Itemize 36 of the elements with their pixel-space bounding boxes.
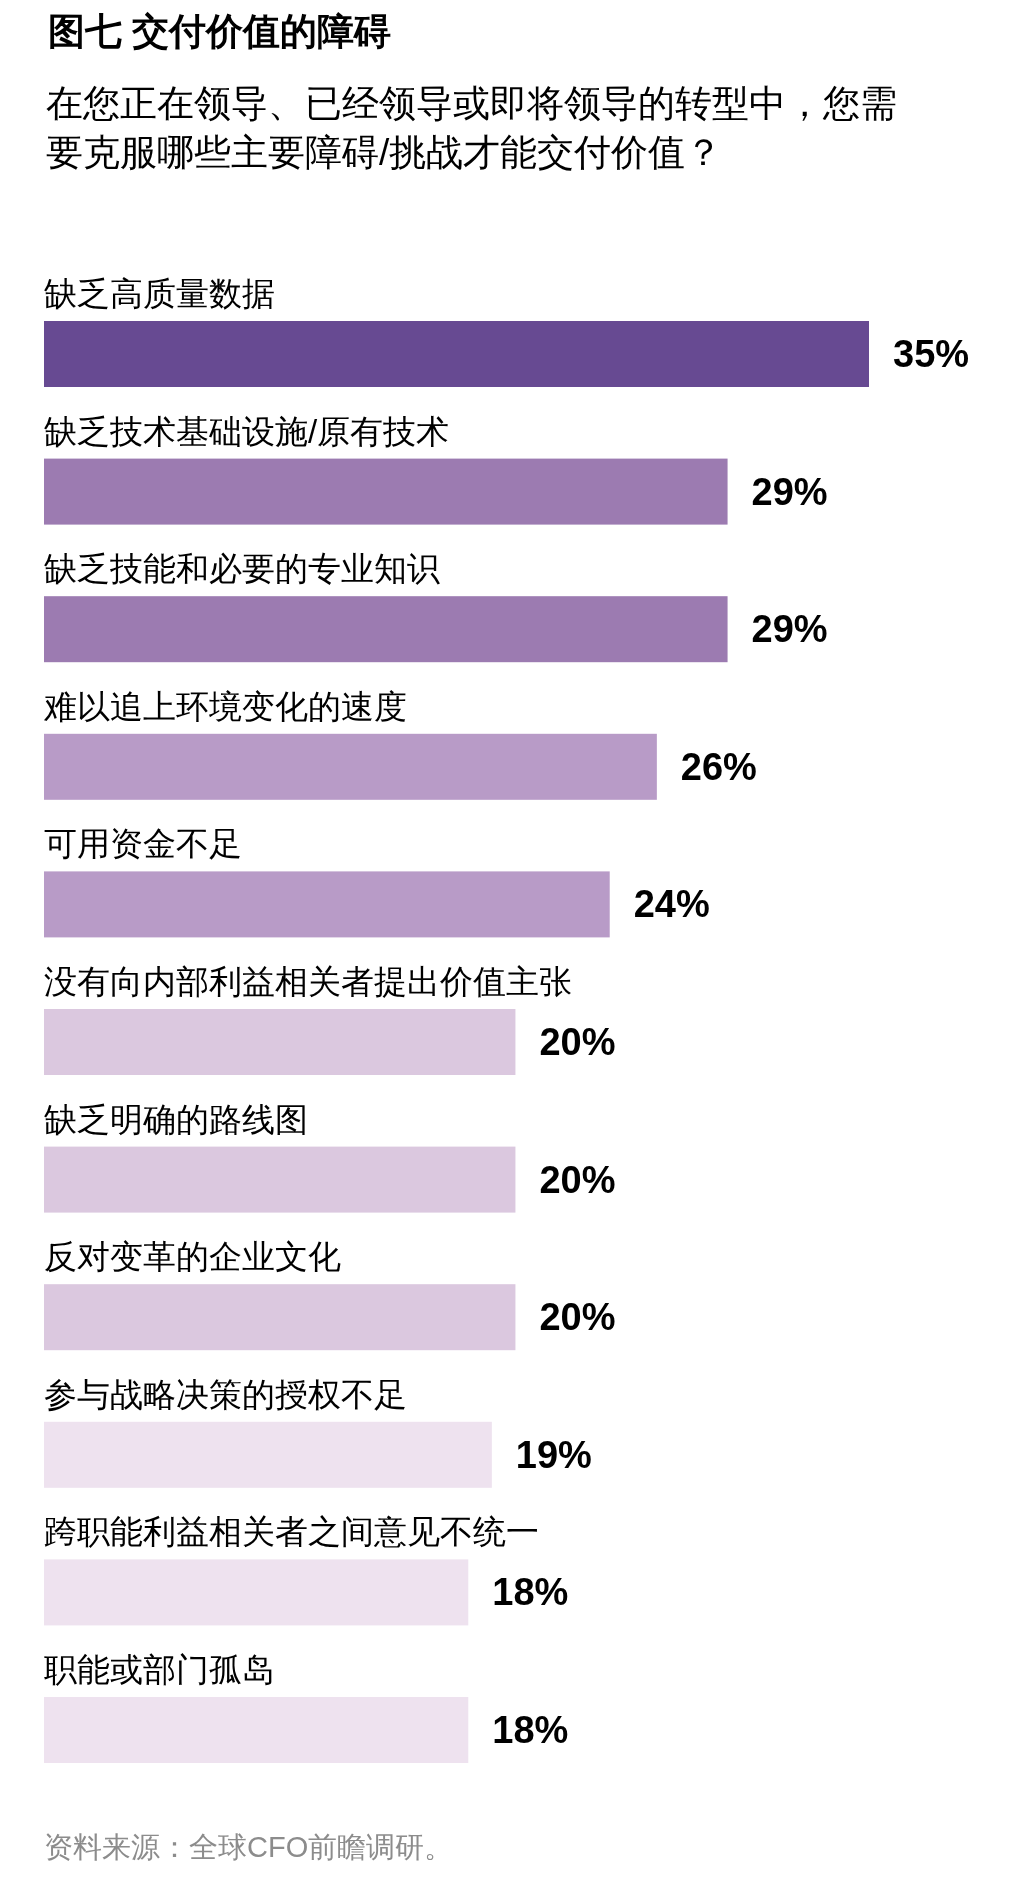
data-label: 19% — [515, 1433, 592, 1476]
data-label: 18% — [492, 1709, 569, 1751]
bar — [44, 1009, 516, 1075]
y-tick-label: 跨职能利益相关者之间意见不统一 — [44, 1513, 539, 1551]
y-tick-label: 缺乏明确的路线图 — [44, 1100, 308, 1138]
y-tick-label: 职能或部门孤岛 — [44, 1651, 275, 1688]
data-label: 20% — [539, 1021, 616, 1063]
y-tick-label: 反对变革的企业文化 — [44, 1238, 341, 1276]
y-tick-label: 缺乏高质量数据 — [44, 275, 275, 312]
bar — [44, 1559, 469, 1626]
bar — [44, 733, 657, 800]
data-label: 20% — [539, 1158, 616, 1201]
bar — [44, 458, 728, 525]
data-label: 18% — [492, 1571, 569, 1614]
bar — [44, 1146, 516, 1213]
bar — [44, 321, 869, 387]
chart-title: 图七 交付价值的障碍 — [48, 11, 392, 52]
data-label: 35% — [893, 333, 970, 375]
data-label: 29% — [751, 470, 828, 513]
bar — [44, 1697, 469, 1763]
bar — [44, 1421, 492, 1488]
data-label: 20% — [539, 1296, 616, 1339]
y-tick-label: 参与战略决策的授权不足 — [44, 1375, 407, 1413]
chart-subtitle: 在您正在领导、已经领导或即将领导的转型中，您需要克服哪些主要障碍/挑战才能交付价值？ — [46, 83, 897, 173]
data-label: 26% — [680, 745, 757, 788]
data-label: 29% — [751, 608, 828, 651]
bar — [44, 871, 610, 938]
text: 资料来源：全球CFO前瞻调研。 — [44, 1831, 454, 1863]
y-tick-label: 没有向内部利益相关者提出价值主张 — [44, 963, 572, 1000]
data-label: 24% — [633, 883, 710, 926]
y-tick-label: 难以追上环境变化的速度 — [43, 687, 407, 725]
y-tick-label: 缺乏技术基础设施/原有技术 — [44, 412, 450, 450]
bar — [44, 1284, 516, 1351]
bar — [44, 596, 728, 663]
y-tick-label: 可用资金不足 — [44, 825, 242, 863]
y-tick-label: 缺乏技能和必要的专业知识 — [44, 550, 440, 588]
